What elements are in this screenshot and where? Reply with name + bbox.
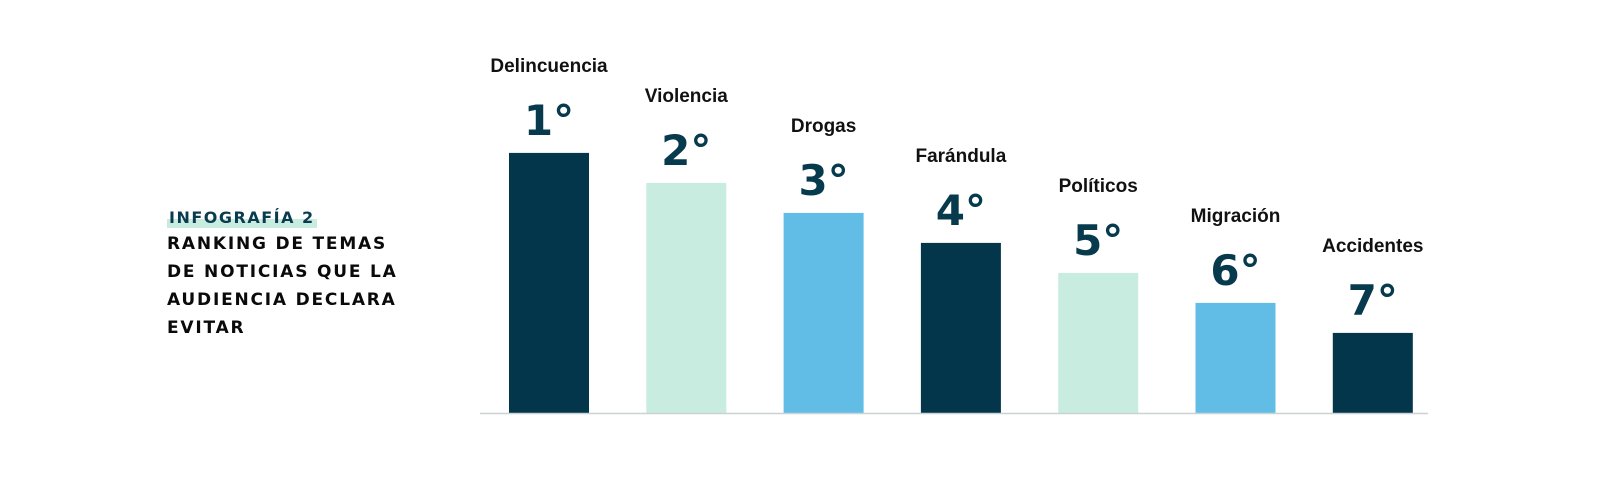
infographic-caption: INFOGRAFÍA 2 RANKING DE TEMAS DE NOTICIA… [167, 208, 467, 342]
rank-label-4: 4° [936, 186, 986, 235]
bar-7 [1332, 332, 1413, 413]
category-label-1: Delincuencia [490, 56, 608, 77]
infographic-kicker: INFOGRAFÍA 2 [167, 208, 317, 228]
bar-5 [1058, 272, 1139, 413]
rank-label-3: 3° [798, 156, 848, 205]
category-label-6: Migración [1191, 206, 1281, 227]
category-label-4: Farándula [915, 146, 1006, 167]
rank-label-6: 6° [1210, 246, 1260, 295]
bar-2 [646, 182, 727, 413]
bar-4 [920, 242, 1001, 413]
bar-1 [509, 152, 589, 413]
title-line-4: EVITAR [167, 318, 246, 338]
labels-layer: 1° Delincuencia 2° Violencia 3° Drogas 4° Farán… [490, 56, 1423, 325]
bar-3 [783, 212, 864, 413]
rank-label-7: 7° [1348, 276, 1398, 325]
chart-title: RANKING DE TEMAS DE NOTICIAS QUE LA AUDI… [167, 230, 467, 342]
category-label-3: Drogas [791, 116, 856, 137]
rank-label-1: 1° [524, 96, 574, 145]
category-label-2: Violencia [645, 86, 729, 107]
rank-label-2: 2° [661, 126, 711, 175]
rank-label-5: 5° [1073, 216, 1123, 265]
title-line-3: AUDIENCIA DECLARA [167, 290, 397, 310]
category-label-5: Políticos [1059, 176, 1138, 197]
title-line-2: DE NOTICIAS QUE LA [167, 262, 398, 282]
title-line-1: RANKING DE TEMAS [167, 234, 388, 254]
bars-layer [509, 152, 1413, 413]
bar-6 [1195, 302, 1276, 413]
category-label-7: Accidentes [1322, 236, 1423, 257]
